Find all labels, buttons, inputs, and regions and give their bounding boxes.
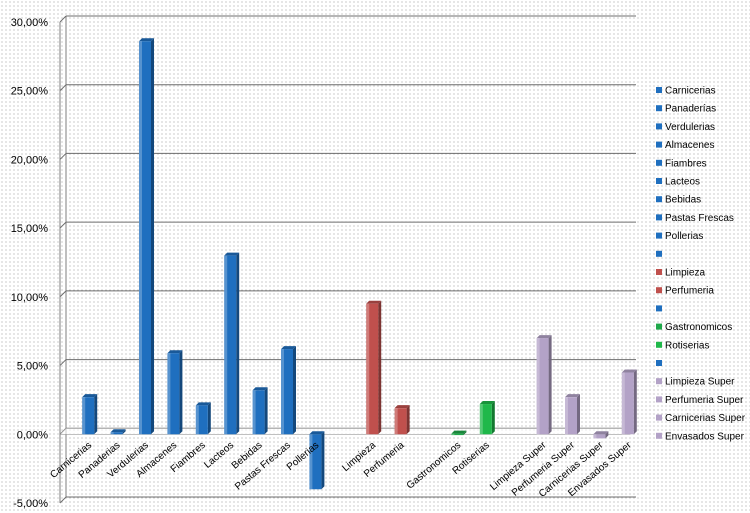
legend-label: Perfumeria Super [665, 395, 744, 406]
y-tick-label: 5,00% [17, 361, 48, 373]
bar [366, 300, 382, 435]
bar [451, 430, 467, 436]
legend-swatch [656, 323, 662, 330]
legend-label: Bebidas [665, 195, 701, 206]
gridline-depth [59, 84, 67, 92]
y-tick-label: 30,00% [11, 17, 49, 29]
legend-label: Envasados Super [665, 431, 745, 442]
legend-swatch [656, 232, 662, 239]
legend-swatch [656, 141, 662, 148]
legend-label: Lacteos [665, 177, 700, 188]
legend-label: Limpieza [665, 268, 705, 279]
bar [565, 394, 580, 435]
bar [252, 387, 268, 435]
legend-swatch [656, 159, 662, 166]
bar [536, 335, 552, 435]
legend-swatch [656, 396, 662, 403]
legend-swatch [656, 287, 662, 294]
y-axis: -5,00% 0,00% 5,00% 10,00% 15,00% 20,00% 25,00%… [11, 17, 61, 510]
y-tick-label: 25,00% [11, 86, 49, 98]
legend-swatch [656, 432, 662, 439]
legend-swatch [656, 341, 662, 348]
bar [479, 401, 495, 435]
bar [224, 252, 240, 435]
legend-label: Carnicerias [665, 86, 716, 97]
y-tick-label: 20,00% [11, 154, 49, 166]
bar [309, 431, 325, 490]
legend-label: Pollerias [665, 231, 703, 242]
gridline-depth [59, 153, 67, 160]
bar [82, 394, 98, 435]
legend-swatch [656, 414, 662, 421]
legend-label: Perfumeria [665, 286, 714, 297]
legend-swatch [656, 378, 662, 385]
gridline-depth [59, 359, 67, 366]
x-tick-label: Lacteos [202, 440, 236, 471]
bar [195, 402, 211, 435]
gridline-depth [59, 496, 67, 504]
legend-swatch [656, 269, 662, 275]
bar [281, 346, 296, 435]
legend-label: Pastas Frescas [665, 213, 734, 224]
y-tick-label: 15,00% [11, 223, 49, 235]
gridline-depth [59, 290, 67, 298]
legend-swatch [656, 214, 662, 221]
bar [110, 429, 126, 435]
legend-swatch [656, 305, 662, 312]
legend-label: Fiambres [665, 158, 707, 169]
y-tick-label: -5,00% [13, 498, 48, 510]
legend-label: Verdulerias [665, 122, 715, 133]
legend-label: Panaderías [665, 104, 716, 115]
bar-series [82, 38, 637, 490]
y-tick-label: 10,00% [11, 292, 49, 304]
bar [139, 38, 154, 435]
legend-swatch [656, 123, 662, 130]
bar [593, 431, 609, 439]
legend-label: Almacenes [665, 140, 714, 151]
legend-swatch [656, 196, 662, 203]
legend-swatch [656, 250, 662, 257]
gridline-depth [59, 221, 67, 229]
legend-swatch [656, 105, 662, 112]
legend-swatch [656, 178, 662, 184]
legend-label: Carnicerias Super [665, 413, 746, 424]
bar [167, 350, 183, 435]
legend-swatch [656, 87, 662, 93]
legend-swatch [656, 360, 662, 366]
gridline-depth [59, 15, 67, 23]
x-axis-labels: CarniceriasPanaderiasVerduleriasAlmacene… [48, 439, 634, 499]
legend: Carnicerias Panaderías Verdulerias Almacene… [656, 86, 746, 442]
bar [394, 405, 410, 435]
legend-label: Limpieza Super [665, 377, 735, 388]
bar [621, 369, 637, 435]
legend-label: Rotiserias [665, 340, 709, 351]
y-tick-label: 0,00% [17, 429, 48, 441]
legend-label: Gastronomicos [665, 322, 732, 333]
